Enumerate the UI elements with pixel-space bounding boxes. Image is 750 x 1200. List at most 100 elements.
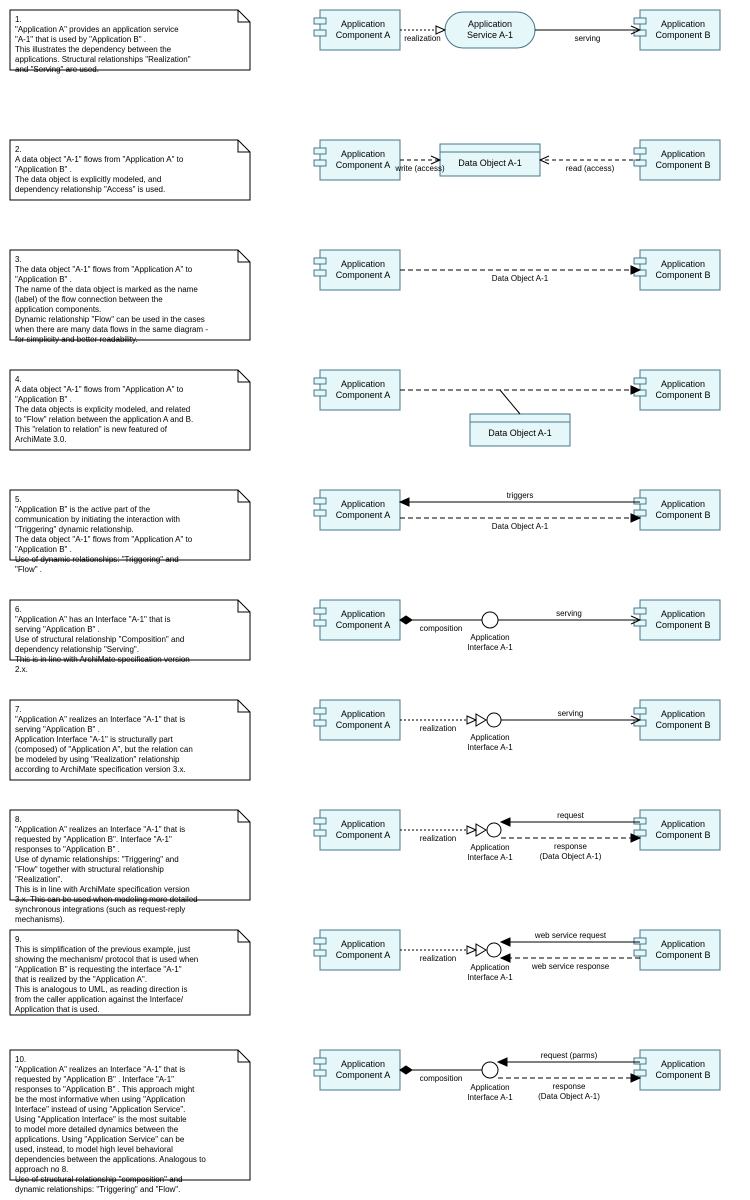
svg-text:Application: Application (661, 149, 705, 159)
svg-text:Component B: Component B (655, 30, 710, 40)
svg-text:ArchiMate 3.0.: ArchiMate 3.0. (15, 435, 67, 444)
svg-text:dependencies between the appli: dependencies between the applications. A… (15, 1155, 206, 1164)
svg-text:"Application A" has an Interfa: "Application A" has an Interface "A-1" t… (15, 615, 170, 624)
svg-text:Service A-1: Service A-1 (467, 30, 513, 40)
svg-text:Application Interface "A-1" is: Application Interface "A-1" is structura… (15, 735, 174, 744)
svg-text:Application: Application (661, 259, 705, 269)
svg-text:Component A: Component A (336, 390, 391, 400)
svg-text:Component B: Component B (655, 160, 710, 170)
svg-text:Component A: Component A (336, 270, 391, 280)
svg-text:Use of structural relationship: Use of structural relationship "composit… (15, 1175, 183, 1184)
svg-text:"Application A" realizes an In: "Application A" realizes an Interface "A… (15, 1065, 185, 1074)
archimate-diagram: 1."Application A" provides an applicatio… (0, 0, 750, 1200)
svg-text:applications. Structural relat: applications. Structural relationships "… (15, 55, 191, 64)
svg-text:This "relation to relation" is: This "relation to relation" is new featu… (15, 425, 168, 434)
relationship-assoc (500, 390, 520, 414)
svg-text:"Application B" .: "Application B" . (15, 395, 72, 404)
svg-text:and "Serving" are used.: and "Serving" are used. (15, 65, 99, 74)
application-interface (487, 713, 501, 727)
svg-text:Interface" instead of using "A: Interface" instead of using "Application… (15, 1105, 185, 1114)
svg-text:realization: realization (420, 954, 456, 963)
svg-text:dependency relationship "Acces: dependency relationship "Access" is used… (15, 185, 165, 194)
svg-text:realization: realization (420, 724, 456, 733)
svg-text:dependency relationship "Servi: dependency relationship "Serving". (15, 645, 139, 654)
svg-text:Use of dynamic relationships:: Use of dynamic relationships: "Triggerin… (15, 855, 179, 864)
svg-text:approach no 8.: approach no 8. (15, 1165, 68, 1174)
svg-text:Application: Application (341, 259, 385, 269)
svg-text:Component B: Component B (655, 720, 710, 730)
svg-text:Data Object A-1: Data Object A-1 (458, 158, 522, 168)
svg-text:Component B: Component B (655, 830, 710, 840)
svg-text:The data objects is explicity: The data objects is explicity modeled, a… (15, 405, 190, 414)
svg-text:Application: Application (661, 819, 705, 829)
svg-text:This is simplification of the: This is simplification of the previous e… (15, 945, 191, 954)
svg-text:to model more detailed dynamic: to model more detailed dynamics between … (15, 1125, 179, 1134)
svg-text:Component B: Component B (655, 270, 710, 280)
svg-text:according to ArchiMate specifi: according to ArchiMate specification ver… (15, 765, 186, 774)
svg-text:be modeled by using "Realizati: be modeled by using "Realization" relati… (15, 755, 180, 764)
svg-text:web service response: web service response (531, 962, 610, 971)
svg-text:requested by "Application B".: requested by "Application B". Interface … (15, 835, 172, 844)
svg-text:web service request: web service request (534, 931, 607, 940)
svg-text:"Flow" together with structura: "Flow" together with structural relation… (15, 865, 164, 874)
svg-text:This is analogous to UML, as r: This is analogous to UML, as reading dir… (15, 985, 188, 994)
svg-text:Application: Application (661, 609, 705, 619)
svg-text:(label) of the flow connection: (label) of the flow connection between t… (15, 295, 163, 304)
svg-text:Application: Application (341, 939, 385, 949)
svg-text:Component B: Component B (655, 510, 710, 520)
svg-text:Dynamic relationship "Flow" ca: Dynamic relationship "Flow" can be used … (15, 315, 205, 324)
svg-text:be the most informative when u: be the most informative when using "Appl… (15, 1095, 185, 1104)
svg-text:The name of the data object is: The name of the data object is marked as… (15, 285, 198, 294)
svg-text:read (access): read (access) (566, 164, 615, 173)
svg-text:Application: Application (470, 963, 509, 972)
svg-text:(Data Object A-1): (Data Object A-1) (540, 852, 602, 861)
svg-text:application components.: application components. (15, 305, 101, 314)
svg-text:Application: Application (661, 939, 705, 949)
svg-text:Component B: Component B (655, 620, 710, 630)
svg-text:This is in line with ArchiMate: This is in line with ArchiMate specifica… (15, 885, 190, 894)
svg-text:"Application A" provides an ap: "Application A" provides an application … (15, 25, 179, 34)
svg-text:request (parms): request (parms) (541, 1051, 598, 1060)
svg-text:Application: Application (341, 19, 385, 29)
svg-text:responses to "Application B" .: responses to "Application B" . This appr… (15, 1085, 195, 1094)
svg-text:5.: 5. (15, 495, 22, 504)
svg-text:Application: Application (341, 609, 385, 619)
svg-text:response: response (554, 842, 587, 851)
svg-text:serving: serving (556, 609, 582, 618)
svg-text:Interface A-1: Interface A-1 (467, 643, 513, 652)
svg-text:Component A: Component A (336, 510, 391, 520)
svg-text:(composed) of "Application A",: (composed) of "Application A", but the r… (15, 745, 193, 754)
svg-text:3.x. This can be used when mod: 3.x. This can be used when modeling more… (15, 895, 198, 904)
svg-text:Interface A-1: Interface A-1 (467, 973, 513, 982)
svg-text:mechanisms).: mechanisms). (15, 915, 65, 924)
svg-text:Application: Application (661, 379, 705, 389)
svg-text:"Application B" .: "Application B" . (15, 545, 72, 554)
svg-text:Interface A-1: Interface A-1 (467, 743, 513, 752)
svg-text:from the caller application ag: from the caller application against the … (15, 995, 184, 1004)
svg-text:synchronous integrations (such: synchronous integrations (such as reques… (15, 905, 185, 914)
svg-text:Application: Application (341, 499, 385, 509)
svg-text:10.: 10. (15, 1055, 26, 1064)
svg-text:Application: Application (470, 843, 509, 852)
svg-text:Data Object A-1: Data Object A-1 (492, 274, 549, 283)
svg-text:Use of dynamic relationships:: Use of dynamic relationships: "Triggerin… (15, 555, 179, 564)
svg-text:Application: Application (341, 819, 385, 829)
svg-text:realization: realization (420, 834, 456, 843)
svg-text:request: request (557, 811, 584, 820)
svg-text:response: response (553, 1082, 586, 1091)
svg-text:Application: Application (661, 499, 705, 509)
svg-text:Component B: Component B (655, 1070, 710, 1080)
svg-text:composition: composition (420, 624, 463, 633)
svg-text:"Application A" realizes an In: "Application A" realizes an Interface "A… (15, 715, 185, 724)
svg-text:Application: Application (470, 1083, 509, 1092)
svg-text:triggers: triggers (507, 491, 534, 500)
svg-text:"Application B" is requesting: "Application B" is requesting the interf… (15, 965, 182, 974)
svg-text:applications. Using "Applicati: applications. Using "Application Service… (15, 1135, 185, 1144)
svg-text:The data object "A-1" flows fr: The data object "A-1" flows from "Applic… (15, 535, 193, 544)
svg-text:Application: Application (661, 19, 705, 29)
svg-text:Application: Application (470, 733, 509, 742)
svg-text:2.: 2. (15, 145, 22, 154)
svg-text:Interface A-1: Interface A-1 (467, 853, 513, 862)
svg-text:8.: 8. (15, 815, 22, 824)
svg-text:1.: 1. (15, 15, 22, 24)
